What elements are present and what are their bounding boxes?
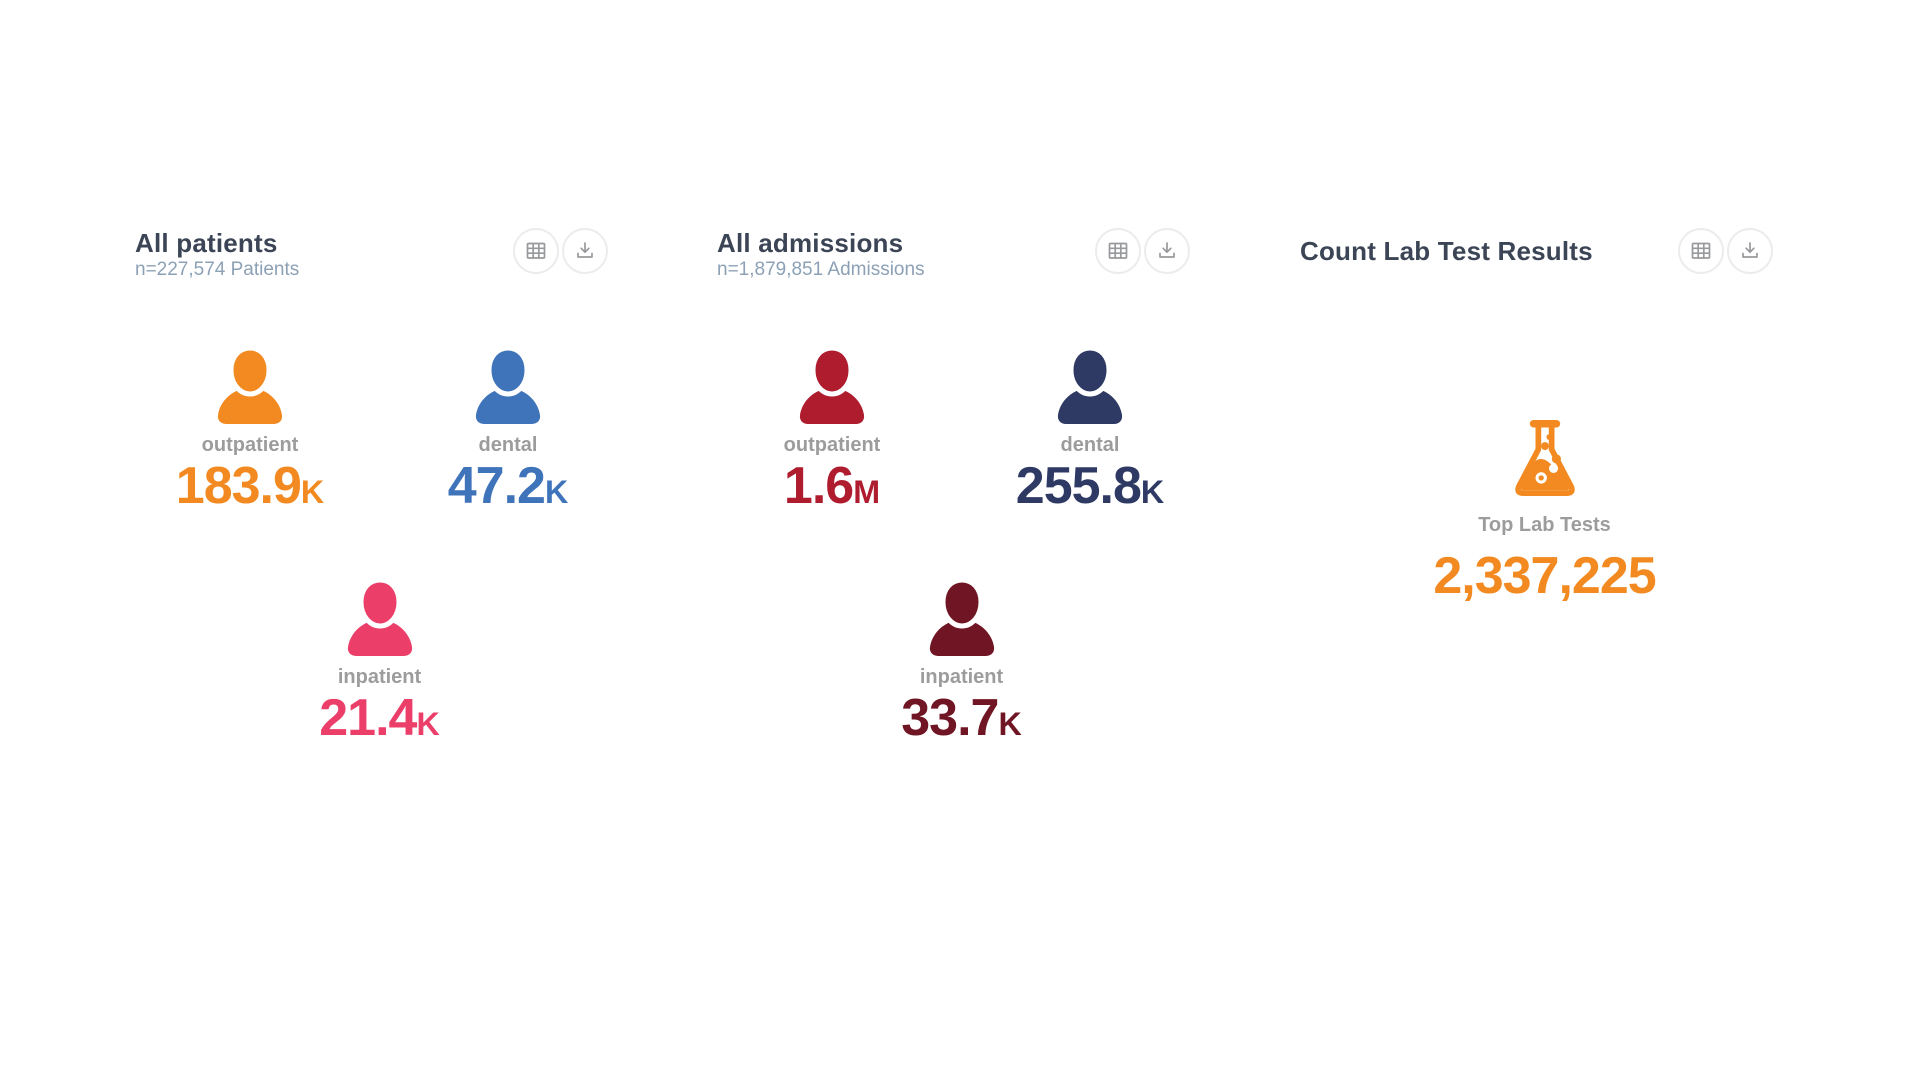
table-grid-icon [1691, 242, 1711, 259]
person-icon [470, 346, 546, 426]
metric-inpatient: inpatient 33.7K [862, 578, 1062, 744]
panel-actions [1095, 228, 1190, 274]
metric-dental: dental 255.8K [990, 346, 1190, 512]
metric-number: 21.4 [319, 689, 417, 747]
metric-label: dental [1060, 434, 1120, 456]
person-icon [342, 578, 418, 658]
download-icon [1159, 242, 1175, 258]
metrics-row-1: outpatient 1.6M dental 255.8K [717, 346, 1190, 512]
person-icon [794, 346, 870, 426]
lab-metric: Top Lab Tests 2,337,225 [1300, 417, 1773, 602]
person-icon [1052, 346, 1128, 426]
metric-number: 255.8 [1015, 457, 1142, 515]
metric-suffix: K [1140, 474, 1165, 510]
metric-value: 255.8K [1016, 460, 1164, 512]
metric-label: outpatient [783, 434, 881, 456]
metric-number: 33.7 [901, 689, 999, 747]
panel-header: All patients n=227,574 Patients [135, 228, 608, 282]
download-icon [577, 242, 593, 258]
panel-lab-test-results: Count Lab Test Results [1300, 228, 1773, 602]
download-button[interactable] [1727, 228, 1773, 274]
metric-value: 33.7K [901, 692, 1022, 744]
metrics-row-2: inpatient 33.7K [717, 578, 1190, 744]
metric-label: inpatient [919, 666, 1004, 688]
panel-title: Count Lab Test Results [1300, 236, 1593, 266]
metric-value: 21.4K [319, 692, 440, 744]
metric-number: 183.9 [175, 457, 302, 515]
metric-suffix: K [998, 706, 1022, 742]
panel-title: All patients [135, 228, 278, 258]
panel-header: Count Lab Test Results [1300, 228, 1773, 276]
metric-number: 47.2 [447, 457, 546, 515]
metric-outpatient: outpatient 183.9K [150, 346, 350, 512]
panel-title-block: Count Lab Test Results [1300, 228, 1593, 266]
panel-header: All admissions n=1,879,851 Admissions [717, 228, 1190, 282]
panel-title-block: All patients n=227,574 Patients [135, 228, 299, 282]
download-icon [1742, 242, 1758, 258]
metric-label: dental [478, 434, 538, 456]
download-button[interactable] [1144, 228, 1190, 274]
panel-all-admissions: All admissions n=1,879,851 Admissions [717, 228, 1190, 744]
metric-suffix: K [300, 474, 325, 510]
panel-actions [1678, 228, 1773, 274]
metric-suffix: K [544, 474, 569, 510]
metric-outpatient: outpatient 1.6M [732, 346, 932, 512]
metric-dental: dental 47.2K [408, 346, 608, 512]
metric-suffix: K [416, 706, 440, 742]
metric-label: Top Lab Tests [1478, 514, 1611, 536]
panel-subtitle: n=227,574 Patients [135, 259, 300, 280]
metric-inpatient: inpatient 21.4K [280, 578, 480, 744]
table-view-button[interactable] [1095, 228, 1141, 274]
person-icon [212, 346, 288, 426]
metric-suffix: M [853, 474, 881, 510]
lab-flask-icon [1507, 417, 1583, 502]
panel-title-block: All admissions n=1,879,851 Admissions [717, 228, 925, 282]
metric-value: 47.2K [448, 460, 569, 512]
person-icon [924, 578, 1000, 658]
metric-label: outpatient [201, 434, 299, 456]
panel-title: All admissions [717, 228, 904, 258]
metric-number: 1.6 [783, 457, 854, 515]
metrics-row-2: inpatient 21.4K [135, 578, 608, 744]
table-view-button[interactable] [1678, 228, 1724, 274]
metric-value: 2,337,225 [1433, 547, 1656, 605]
metric-label: inpatient [337, 666, 422, 688]
metric-value: 1.6M [784, 460, 880, 512]
metric-value: 183.9K [176, 460, 324, 512]
panel-all-patients: All patients n=227,574 Patients [135, 228, 608, 744]
table-grid-icon [526, 242, 546, 259]
table-view-button[interactable] [513, 228, 559, 274]
panel-actions [513, 228, 608, 274]
metric-number: 2,337,225 [1433, 547, 1656, 605]
table-grid-icon [1108, 242, 1128, 259]
panel-subtitle: n=1,879,851 Admissions [717, 259, 925, 280]
download-button[interactable] [562, 228, 608, 274]
metrics-row-1: outpatient 183.9K dental 47.2K [135, 346, 608, 512]
